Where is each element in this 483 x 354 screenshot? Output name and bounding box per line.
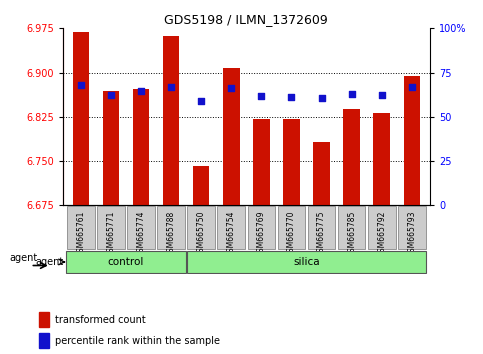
Point <box>408 85 416 90</box>
FancyBboxPatch shape <box>127 206 155 249</box>
Text: control: control <box>108 257 144 267</box>
Text: GSM665750: GSM665750 <box>197 211 206 257</box>
Title: GDS5198 / ILMN_1372609: GDS5198 / ILMN_1372609 <box>164 13 328 26</box>
Text: agent: agent <box>10 253 38 263</box>
FancyBboxPatch shape <box>247 206 275 249</box>
Point <box>348 92 355 97</box>
Point <box>77 82 85 88</box>
Point <box>378 92 385 98</box>
Point <box>167 84 175 90</box>
Text: silica: silica <box>293 257 320 267</box>
Text: GSM665793: GSM665793 <box>407 211 416 257</box>
FancyBboxPatch shape <box>187 206 215 249</box>
Text: GSM665754: GSM665754 <box>227 211 236 257</box>
Text: agent: agent <box>36 257 64 267</box>
Bar <box>39 333 49 348</box>
Bar <box>103 91 119 205</box>
Bar <box>223 68 240 205</box>
Text: GSM665785: GSM665785 <box>347 211 356 257</box>
Bar <box>343 109 360 205</box>
Bar <box>403 75 420 205</box>
Text: GSM665774: GSM665774 <box>137 211 145 257</box>
Text: GSM665775: GSM665775 <box>317 211 326 257</box>
FancyBboxPatch shape <box>66 251 185 273</box>
FancyBboxPatch shape <box>157 206 185 249</box>
Text: GSM665771: GSM665771 <box>106 211 115 257</box>
Point <box>318 95 326 101</box>
FancyBboxPatch shape <box>278 206 305 249</box>
Text: percentile rank within the sample: percentile rank within the sample <box>55 336 220 346</box>
Point <box>257 93 265 99</box>
FancyBboxPatch shape <box>308 206 335 249</box>
Bar <box>253 119 270 205</box>
Bar <box>133 89 149 205</box>
Bar <box>313 142 330 205</box>
FancyBboxPatch shape <box>97 206 125 249</box>
Text: transformed count: transformed count <box>55 315 146 325</box>
Text: GSM665769: GSM665769 <box>257 211 266 257</box>
Text: GSM665770: GSM665770 <box>287 211 296 257</box>
Point <box>198 98 205 104</box>
Bar <box>283 119 300 205</box>
Text: GSM665788: GSM665788 <box>167 211 176 257</box>
Text: GSM665792: GSM665792 <box>377 211 386 257</box>
Point <box>227 85 235 91</box>
Point <box>287 95 295 100</box>
Bar <box>39 312 49 327</box>
Bar <box>72 33 89 205</box>
FancyBboxPatch shape <box>338 206 366 249</box>
FancyBboxPatch shape <box>187 251 426 273</box>
Bar <box>193 166 210 205</box>
FancyBboxPatch shape <box>368 206 396 249</box>
Bar <box>373 113 390 205</box>
Point <box>137 88 145 94</box>
Text: GSM665761: GSM665761 <box>76 211 85 257</box>
FancyBboxPatch shape <box>217 206 245 249</box>
FancyBboxPatch shape <box>67 206 95 249</box>
Point <box>107 92 115 98</box>
FancyBboxPatch shape <box>398 206 426 249</box>
Bar <box>163 36 179 205</box>
